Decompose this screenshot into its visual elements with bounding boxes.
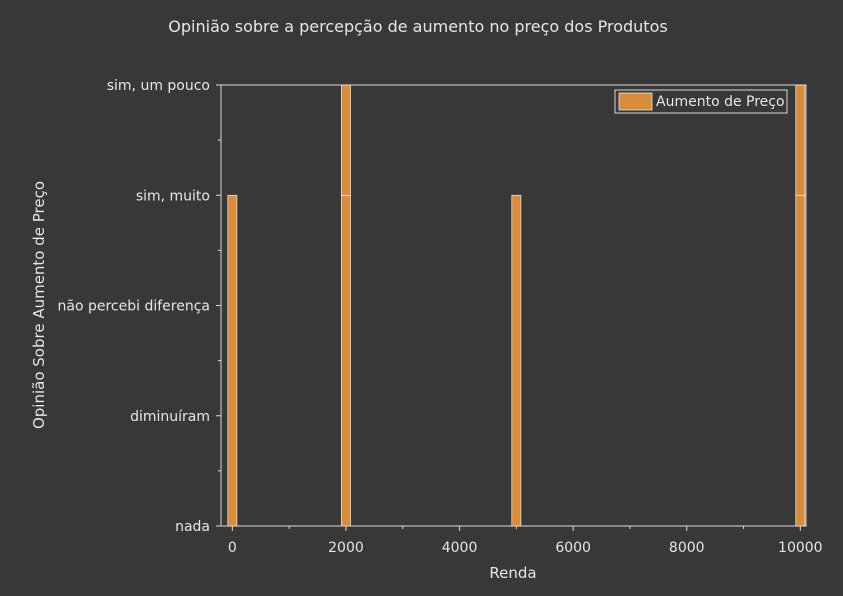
x-tick-label: 2000 — [328, 540, 364, 556]
y-axis: nada diminuíram não percebi diferença sim, … — [58, 78, 221, 535]
x-tick-label: 8000 — [669, 540, 705, 556]
x-tick-label: 10000 — [778, 540, 823, 556]
legend-swatch — [618, 92, 653, 111]
x-tick-label: 0 — [228, 540, 237, 556]
bar-segment — [795, 84, 806, 196]
x-tick-label: 6000 — [555, 540, 591, 556]
y-tick-label: sim, um pouco — [107, 78, 210, 94]
bar-segment — [511, 194, 522, 527]
legend-label: Aumento de Preço — [656, 94, 785, 110]
bar-segment — [341, 194, 351, 527]
y-axis-label: Opinião Sobre Aumento de Preço — [30, 181, 48, 429]
y-tick-label: não percebi diferença — [58, 299, 210, 315]
bars-group — [227, 84, 806, 527]
chart-title: Opinião sobre a percepção de aumento no … — [168, 17, 667, 36]
y-tick-label: diminuíram — [130, 409, 210, 425]
x-axis-label: Renda — [489, 564, 536, 582]
x-tick-label: 4000 — [442, 540, 478, 556]
legend-box — [614, 89, 788, 114]
legend: Aumento de Preço — [614, 89, 788, 114]
x-axis: 0 2000 4000 6000 8000 10000 — [228, 526, 823, 556]
y-tick-label: sim, muito — [136, 188, 210, 204]
bar-segment — [227, 194, 238, 527]
bar-segment — [341, 84, 351, 196]
y-tick-label: nada — [175, 519, 210, 535]
bar-segment — [795, 194, 806, 527]
